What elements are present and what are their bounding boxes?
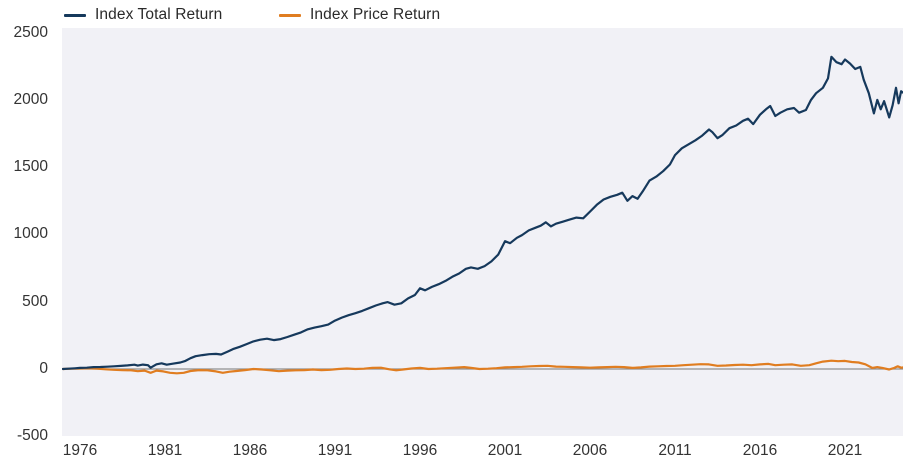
- price-return-line: [62, 359, 903, 375]
- y-tick-label: 1000: [13, 225, 48, 243]
- legend-label-total-return: Index Total Return: [95, 6, 223, 23]
- x-tick-label: 2016: [742, 442, 778, 459]
- legend-item-price-return: Index Price Return: [279, 5, 440, 25]
- plot-area: [62, 28, 903, 436]
- y-tick-label: 500: [22, 292, 48, 310]
- x-tick-label: 2011: [658, 442, 692, 459]
- legend-item-total-return: Index Total Return: [64, 5, 222, 25]
- y-tick-label: 1500: [13, 158, 48, 176]
- x-tick-label: 1986: [232, 442, 268, 459]
- y-tick-label: 0: [39, 360, 48, 377]
- x-tick-label: 1976: [62, 442, 98, 459]
- x-tick-label: 2001: [487, 442, 523, 459]
- x-tick-label: 2006: [572, 442, 608, 459]
- total-return-line: [62, 55, 903, 371]
- price-return-line-swatch: [279, 13, 301, 17]
- y-tick-label: -500: [16, 427, 48, 445]
- x-tick-label: 1981: [147, 442, 183, 459]
- y-tick-label: 2500: [13, 23, 48, 41]
- y-tick-label: 2000: [13, 90, 48, 108]
- x-tick-label: 2021: [827, 442, 863, 459]
- x-tick-label: 1991: [317, 442, 353, 459]
- legend: Index Total Return Index Price Return: [0, 5, 910, 25]
- x-tick-label: 1996: [402, 442, 438, 459]
- legend-label-price-return: Index Price Return: [310, 6, 441, 23]
- chart-plot-svg: [62, 55, 903, 375]
- total-return-line-swatch: [64, 13, 86, 17]
